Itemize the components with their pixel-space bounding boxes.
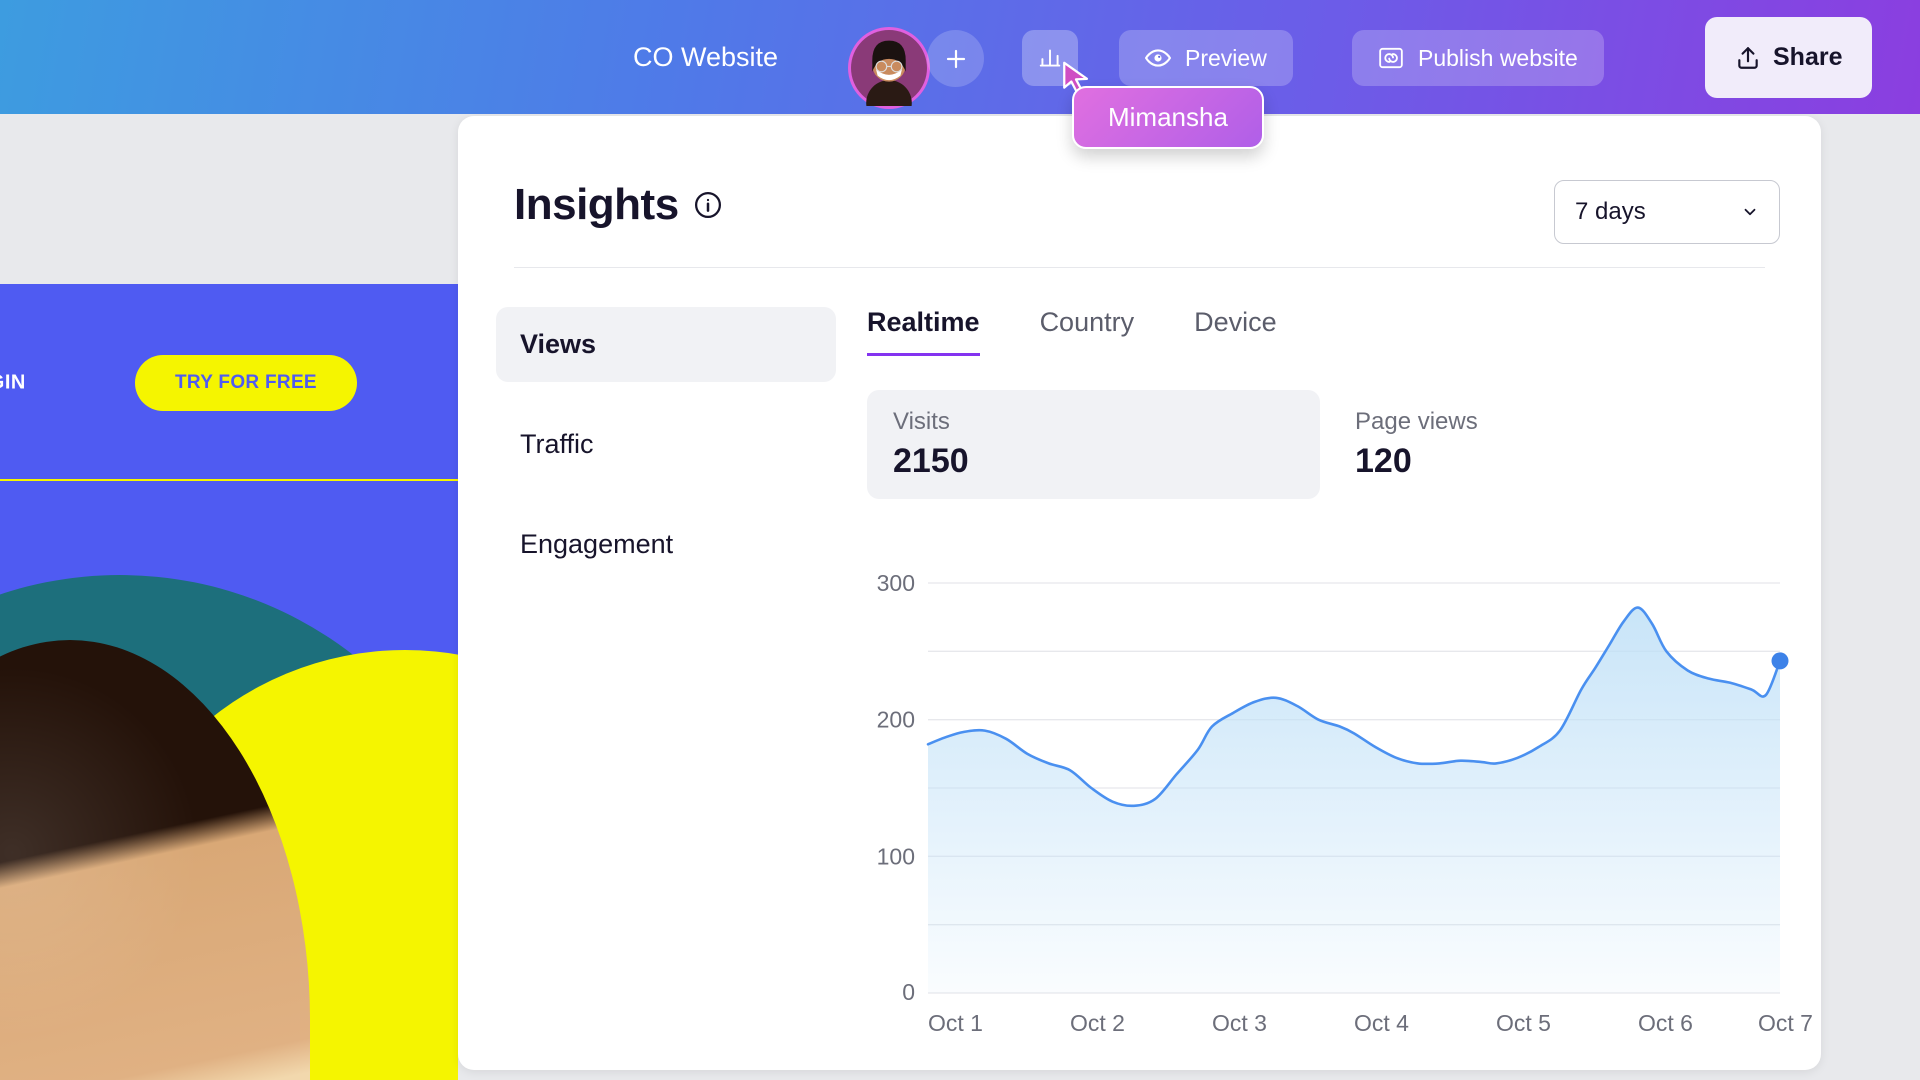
svg-text:Oct 5: Oct 5 [1496,1010,1551,1036]
svg-text:0: 0 [902,979,915,1005]
svg-text:100: 100 [877,843,915,869]
svg-text:Oct 6: Oct 6 [1638,1010,1693,1036]
svg-text:300: 300 [877,570,915,596]
svg-text:Oct 7: Oct 7 [1758,1010,1813,1036]
svg-text:Oct 2: Oct 2 [1070,1010,1125,1036]
svg-text:200: 200 [877,707,915,733]
svg-text:Oct 3: Oct 3 [1212,1010,1267,1036]
svg-text:Oct 1: Oct 1 [928,1010,983,1036]
svg-text:Oct 4: Oct 4 [1354,1010,1409,1036]
